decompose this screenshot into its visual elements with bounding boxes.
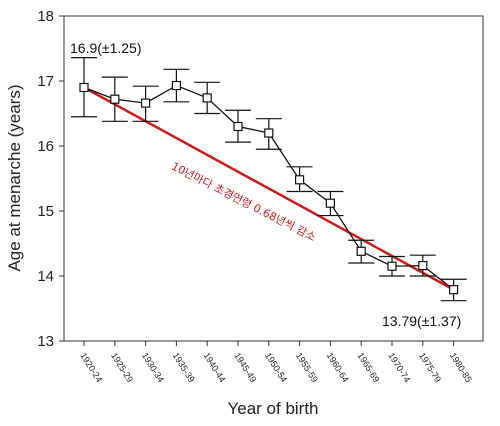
- x-tick-label: 1975-79: [417, 351, 443, 384]
- x-tick-label: 1955-59: [294, 351, 320, 384]
- data-point: [264, 128, 274, 138]
- x-tick-label: 1980-85: [448, 351, 474, 384]
- y-tick-label: 14: [37, 268, 54, 285]
- data-point: [418, 261, 428, 271]
- x-tick-label: 1925-29: [109, 351, 135, 384]
- y-tick-label: 16: [37, 138, 54, 155]
- x-tick-label: 1970-74: [386, 351, 412, 384]
- x-tick-label: 1920-24: [78, 351, 104, 384]
- data-point: [202, 93, 212, 103]
- y-axis-title: Age at menarche (years): [5, 84, 24, 271]
- data-point: [356, 246, 366, 256]
- y-tick-label: 18: [37, 8, 54, 25]
- trend-line: [83, 86, 455, 291]
- x-axis-ticks: 1920-24 1925-29 1930-34 1935-39 1940-44 1945-…: [78, 341, 474, 384]
- x-tick-label: 1940-44: [202, 351, 228, 384]
- data-point: [141, 98, 151, 108]
- data-point: [233, 121, 243, 132]
- x-tick-label: 1935-39: [171, 351, 197, 384]
- data-point: [387, 261, 397, 271]
- data-point: [449, 285, 459, 295]
- series-group: [71, 56, 467, 302]
- plot-frame: [63, 15, 484, 342]
- x-axis-title: Year of birth: [227, 399, 318, 418]
- y-tick-label: 15: [37, 203, 54, 220]
- data-point: [79, 82, 89, 93]
- x-tick-label: 1930-34: [140, 351, 166, 384]
- data-point: [171, 80, 181, 91]
- x-tick-label: 1945-49: [232, 351, 258, 384]
- y-tick-label: 13: [37, 333, 54, 350]
- x-tick-label: 1965-69: [356, 351, 382, 384]
- y-tick-label: 17: [37, 73, 54, 90]
- data-point: [325, 198, 335, 208]
- start-annotation: 16.9(±1.25): [70, 40, 142, 56]
- end-annotation: 13.79(±1.37): [382, 313, 461, 329]
- trend-line-group: [83, 86, 455, 291]
- data-point: [295, 175, 305, 185]
- x-tick-label: 1960-64: [325, 351, 351, 384]
- x-tick-label: 1950-54: [263, 351, 289, 384]
- y-axis-ticks: 13 14 15 16 17 18: [37, 8, 64, 350]
- data-point: [110, 94, 120, 104]
